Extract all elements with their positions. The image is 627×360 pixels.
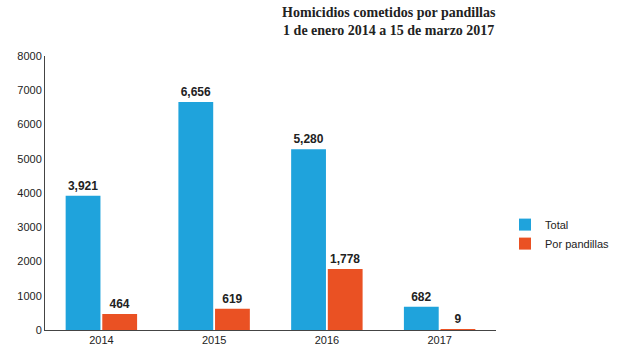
svg-text:7000: 7000 xyxy=(17,84,41,96)
svg-text:682: 682 xyxy=(411,290,431,304)
svg-text:464: 464 xyxy=(110,297,130,311)
svg-text:2015: 2015 xyxy=(202,334,226,346)
svg-text:619: 619 xyxy=(222,292,242,306)
svg-text:2016: 2016 xyxy=(315,334,339,346)
svg-text:Homicidios cometidos por pandi: Homicidios cometidos por pandillas1 de e… xyxy=(282,5,496,38)
svg-text:5000: 5000 xyxy=(17,153,41,165)
svg-text:4000: 4000 xyxy=(17,187,41,199)
svg-text:8000: 8000 xyxy=(17,50,41,62)
svg-text:1,778: 1,778 xyxy=(330,252,360,266)
svg-text:6000: 6000 xyxy=(17,118,41,130)
svg-text:Total: Total xyxy=(545,219,568,231)
svg-text:2017: 2017 xyxy=(427,334,451,346)
svg-text:6,656: 6,656 xyxy=(181,85,211,99)
svg-text:3,921: 3,921 xyxy=(68,179,98,193)
svg-text:2000: 2000 xyxy=(17,255,41,267)
svg-text:3000: 3000 xyxy=(17,221,41,233)
svg-text:1000: 1000 xyxy=(17,290,41,302)
svg-text:0: 0 xyxy=(36,324,42,336)
svg-text:2014: 2014 xyxy=(89,334,113,346)
svg-text:5,280: 5,280 xyxy=(293,132,323,146)
svg-text:Por pandillas: Por pandillas xyxy=(545,238,609,250)
svg-text:9: 9 xyxy=(454,312,461,326)
